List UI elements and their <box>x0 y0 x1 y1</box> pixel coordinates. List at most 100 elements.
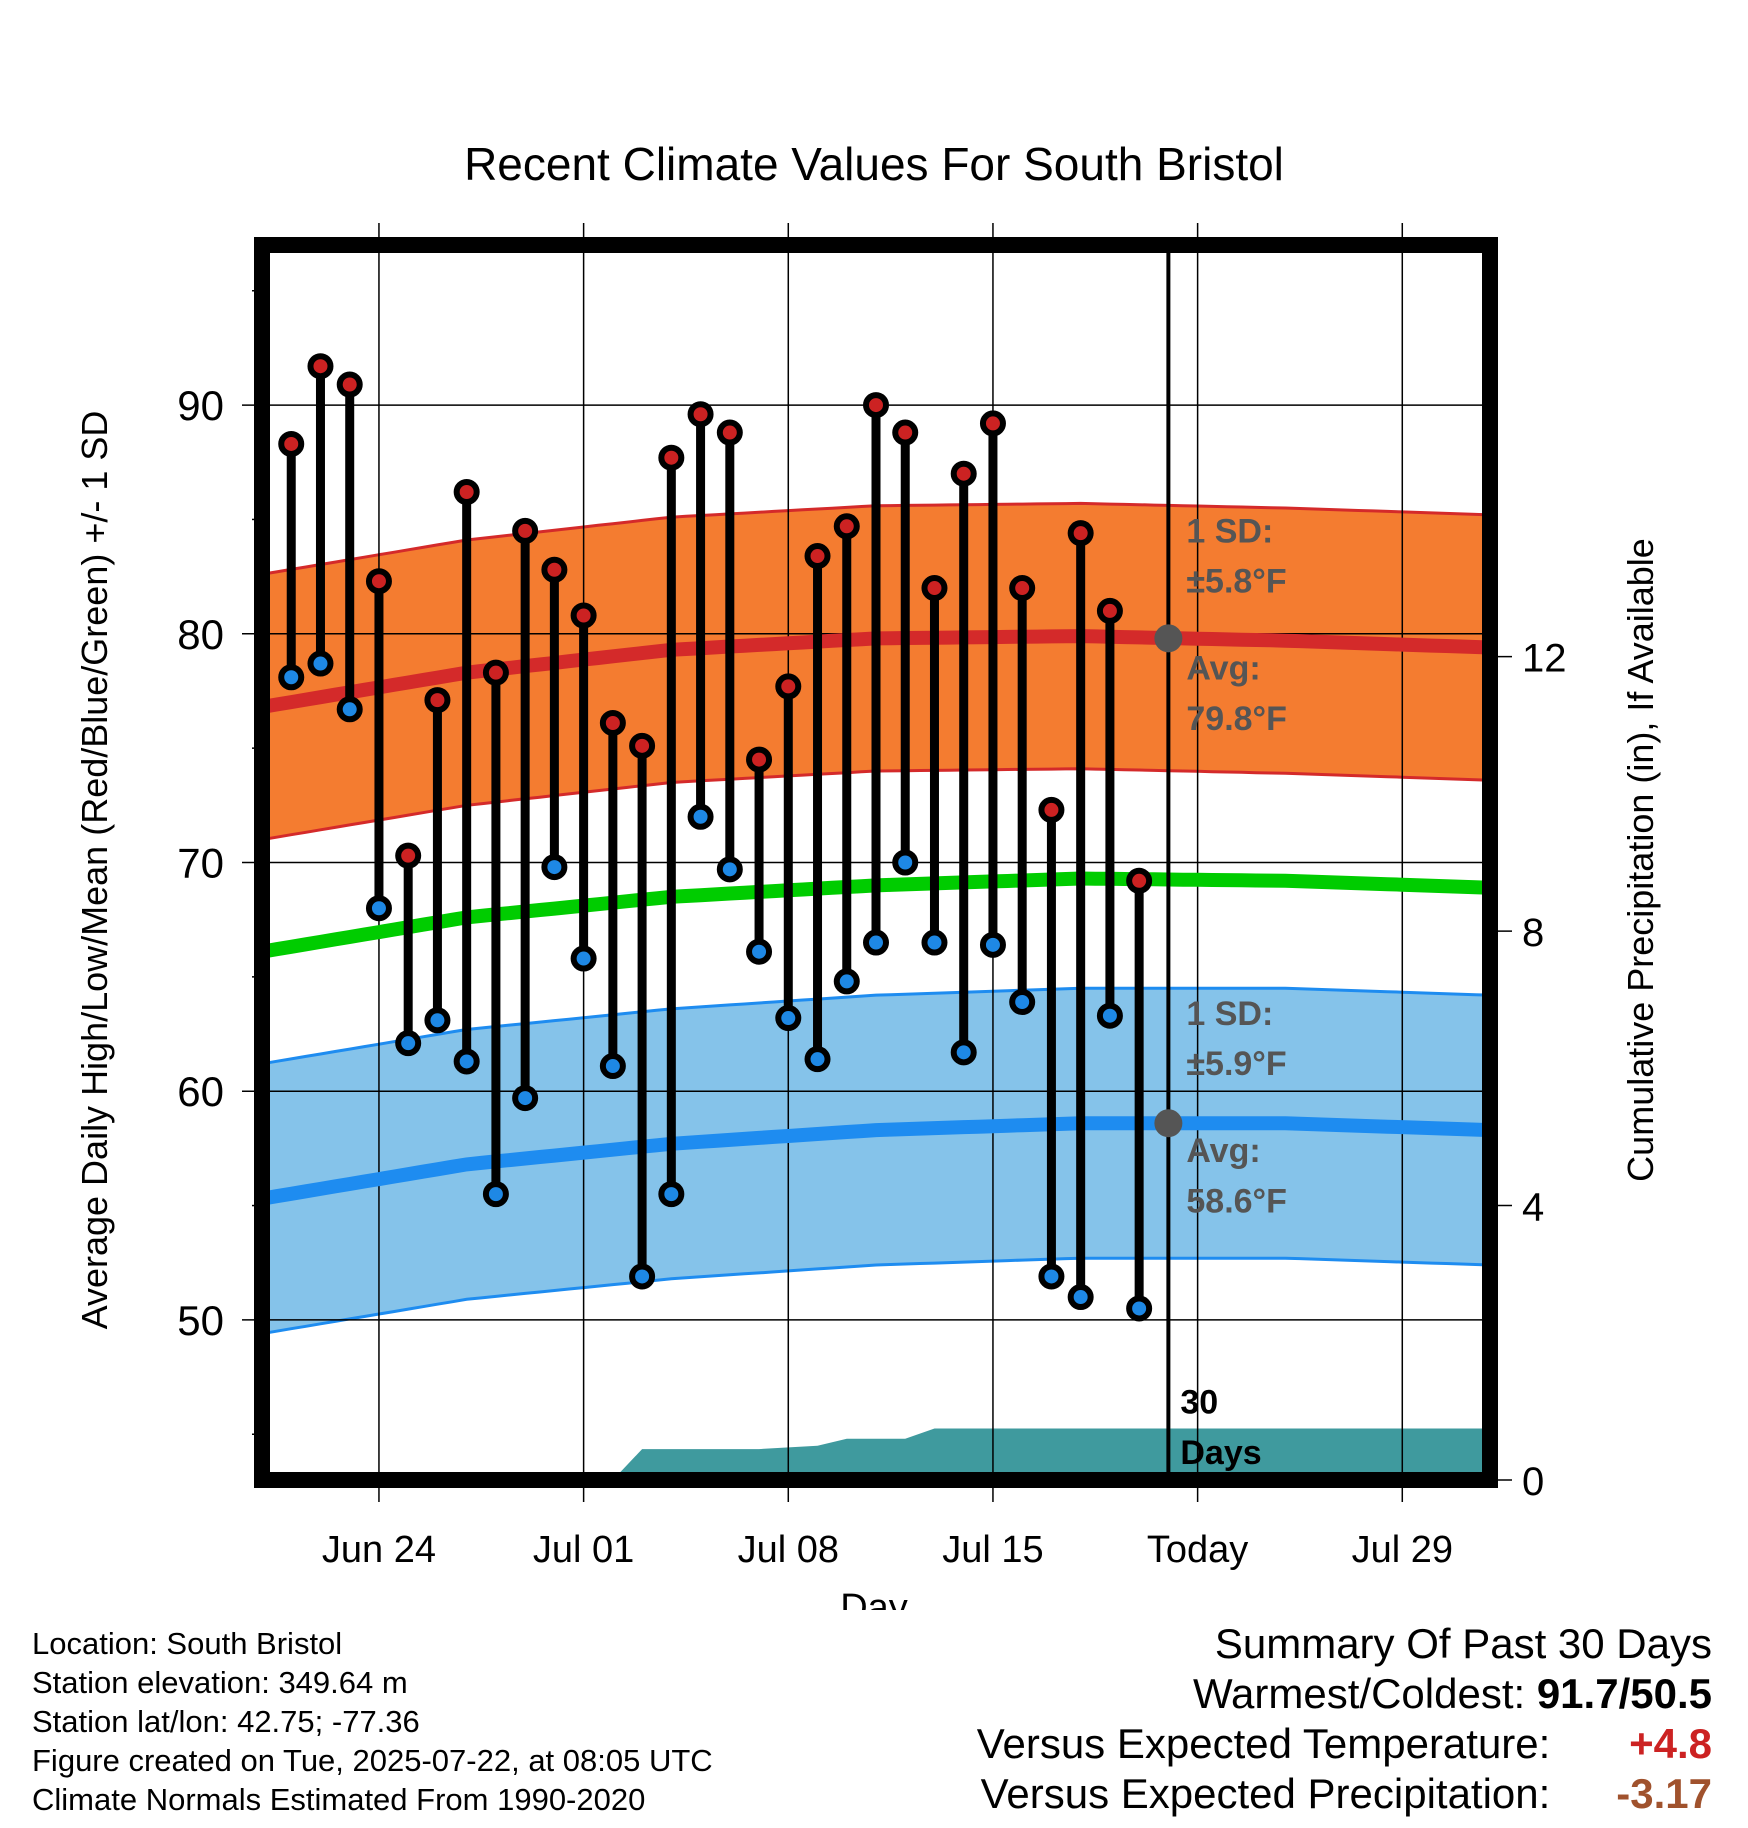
daily-high-point <box>278 430 305 457</box>
x-tick-label: Jul 15 <box>942 1529 1043 1571</box>
station-info: Location: South Bristol Station elevatio… <box>32 1624 713 1819</box>
y-tick-label: 80 <box>177 611 224 658</box>
daily-low-point <box>570 945 597 972</box>
low-avg-value: 58.6°F <box>1186 1182 1287 1220</box>
elevation-text: Station elevation: 349.64 m <box>32 1665 408 1700</box>
x-tick-label: Jul 08 <box>738 1529 839 1571</box>
window-label-days: Days <box>1180 1434 1261 1472</box>
daily-high-point <box>629 732 656 759</box>
daily-low-point <box>1038 1263 1065 1290</box>
x-tick-label: Jun 24 <box>322 1529 436 1571</box>
daily-low-point <box>307 650 334 677</box>
y-tick-label: 70 <box>177 840 224 887</box>
daily-high-point <box>1038 796 1065 823</box>
y2-axis-label: Cumulative Precipitation (in), If Availa… <box>1620 538 1661 1182</box>
daily-low-point <box>1096 1002 1123 1029</box>
daily-low-point <box>1067 1284 1094 1311</box>
daily-high-point <box>833 513 860 540</box>
daily-low-point <box>979 931 1006 958</box>
warm-cold-value: 91.7/50.5 <box>1536 1670 1712 1717</box>
high-avg-label: Avg: <box>1186 650 1260 688</box>
daily-high-point <box>424 687 451 714</box>
temp-label: Versus Expected Temperature: <box>976 1720 1551 1767</box>
high-sd-label: 1 SD: <box>1186 512 1273 550</box>
daily-high-point <box>716 419 743 446</box>
daily-high-point <box>365 568 392 595</box>
daily-high-point <box>979 410 1006 437</box>
daily-high-point <box>863 392 889 419</box>
location-text: Location: South Bristol <box>32 1626 343 1661</box>
low-sd-value: ±5.9°F <box>1186 1045 1286 1083</box>
daily-high-point <box>1126 867 1153 894</box>
summary-precip: Versus Expected Precipitation: -3.17 <box>977 1769 1712 1819</box>
daily-high-point <box>775 673 802 700</box>
daily-low-point <box>424 1007 451 1034</box>
daily-low-point <box>336 696 363 723</box>
daily-high-point <box>336 371 363 398</box>
daily-low-point <box>278 664 305 691</box>
daily-high-point <box>570 602 597 629</box>
low-sd-label: 1 SD: <box>1186 995 1273 1033</box>
daily-low-point <box>541 854 568 881</box>
y-tick-label: 60 <box>177 1068 224 1115</box>
daily-high-point <box>482 659 509 686</box>
daily-high-point <box>1009 575 1036 602</box>
daily-high-point <box>1096 597 1123 624</box>
daily-low-point <box>482 1181 509 1208</box>
daily-high-point <box>921 575 948 602</box>
daily-high-point <box>599 709 626 736</box>
daily-low-point <box>921 929 948 956</box>
daily-high-point <box>453 479 480 505</box>
daily-low-point <box>775 1005 802 1032</box>
daily-low-point <box>629 1263 656 1290</box>
normals-text: Climate Normals Estimated From 1990-2020 <box>32 1782 646 1817</box>
y-tick-label: 90 <box>177 382 224 429</box>
warm-cold-label: Warmest/Coldest: <box>1192 1670 1526 1717</box>
daily-low-point <box>512 1085 539 1112</box>
high-avg-value: 79.8°F <box>1186 700 1287 738</box>
x-tick-label: Jul 29 <box>1352 1529 1453 1571</box>
daily-low-point <box>804 1046 831 1073</box>
daily-high-point <box>395 842 422 869</box>
summary-warm-cold: Warmest/Coldest: 91.7/50.5 <box>977 1669 1712 1719</box>
normal-low-line <box>262 1116 1490 1206</box>
daily-high-point <box>746 746 773 773</box>
daily-low-point <box>1126 1295 1153 1322</box>
x-axis-label: Day <box>840 1587 908 1610</box>
summary-temp: Versus Expected Temperature: +4.8 <box>977 1719 1712 1769</box>
daily-low-point <box>453 1048 480 1075</box>
precip-value: -3.17 <box>1616 1770 1712 1817</box>
daily-high-point <box>512 517 539 544</box>
daily-low-point <box>395 1030 422 1057</box>
daily-low-point <box>863 929 889 956</box>
daily-high-point <box>658 444 685 471</box>
y-tick-label: 50 <box>177 1297 224 1344</box>
y2-tick-label: 8 <box>1522 911 1544 955</box>
daily-high-point <box>687 401 714 428</box>
today-low-avg-marker <box>1154 1109 1183 1138</box>
climate-chart: Recent Climate Values For South Bristol … <box>74 138 1661 1610</box>
daily-low-point <box>746 938 773 965</box>
daily-high-point <box>950 460 977 487</box>
y2-tick-label: 4 <box>1522 1186 1544 1230</box>
latlon-text: Station lat/lon: 42.75; -77.36 <box>32 1704 420 1739</box>
created-text: Figure created on Tue, 2025-07-22, at 08… <box>32 1743 713 1778</box>
x-tick-label: Today <box>1147 1529 1248 1571</box>
daily-low-point <box>687 803 714 830</box>
y2-tick-label: 12 <box>1522 637 1567 681</box>
daily-high-point <box>892 419 919 446</box>
daily-high-point <box>541 556 568 583</box>
daily-low-point <box>833 968 860 995</box>
daily-low-point <box>1009 989 1036 1016</box>
daily-low-point <box>950 1039 977 1066</box>
daily-low-point <box>599 1053 626 1080</box>
daily-low-point <box>365 895 392 922</box>
today-high-avg-marker <box>1154 624 1183 653</box>
low-avg-label: Avg: <box>1186 1132 1260 1170</box>
high-sd-value: ±5.8°F <box>1186 563 1286 601</box>
daily-low-point <box>892 849 919 876</box>
summary-panel: Summary Of Past 30 Days Warmest/Coldest:… <box>977 1619 1712 1819</box>
summary-title: Summary Of Past 30 Days <box>1214 1620 1712 1667</box>
x-tick-label: Jul 01 <box>533 1529 634 1571</box>
daily-low-point <box>716 856 743 883</box>
